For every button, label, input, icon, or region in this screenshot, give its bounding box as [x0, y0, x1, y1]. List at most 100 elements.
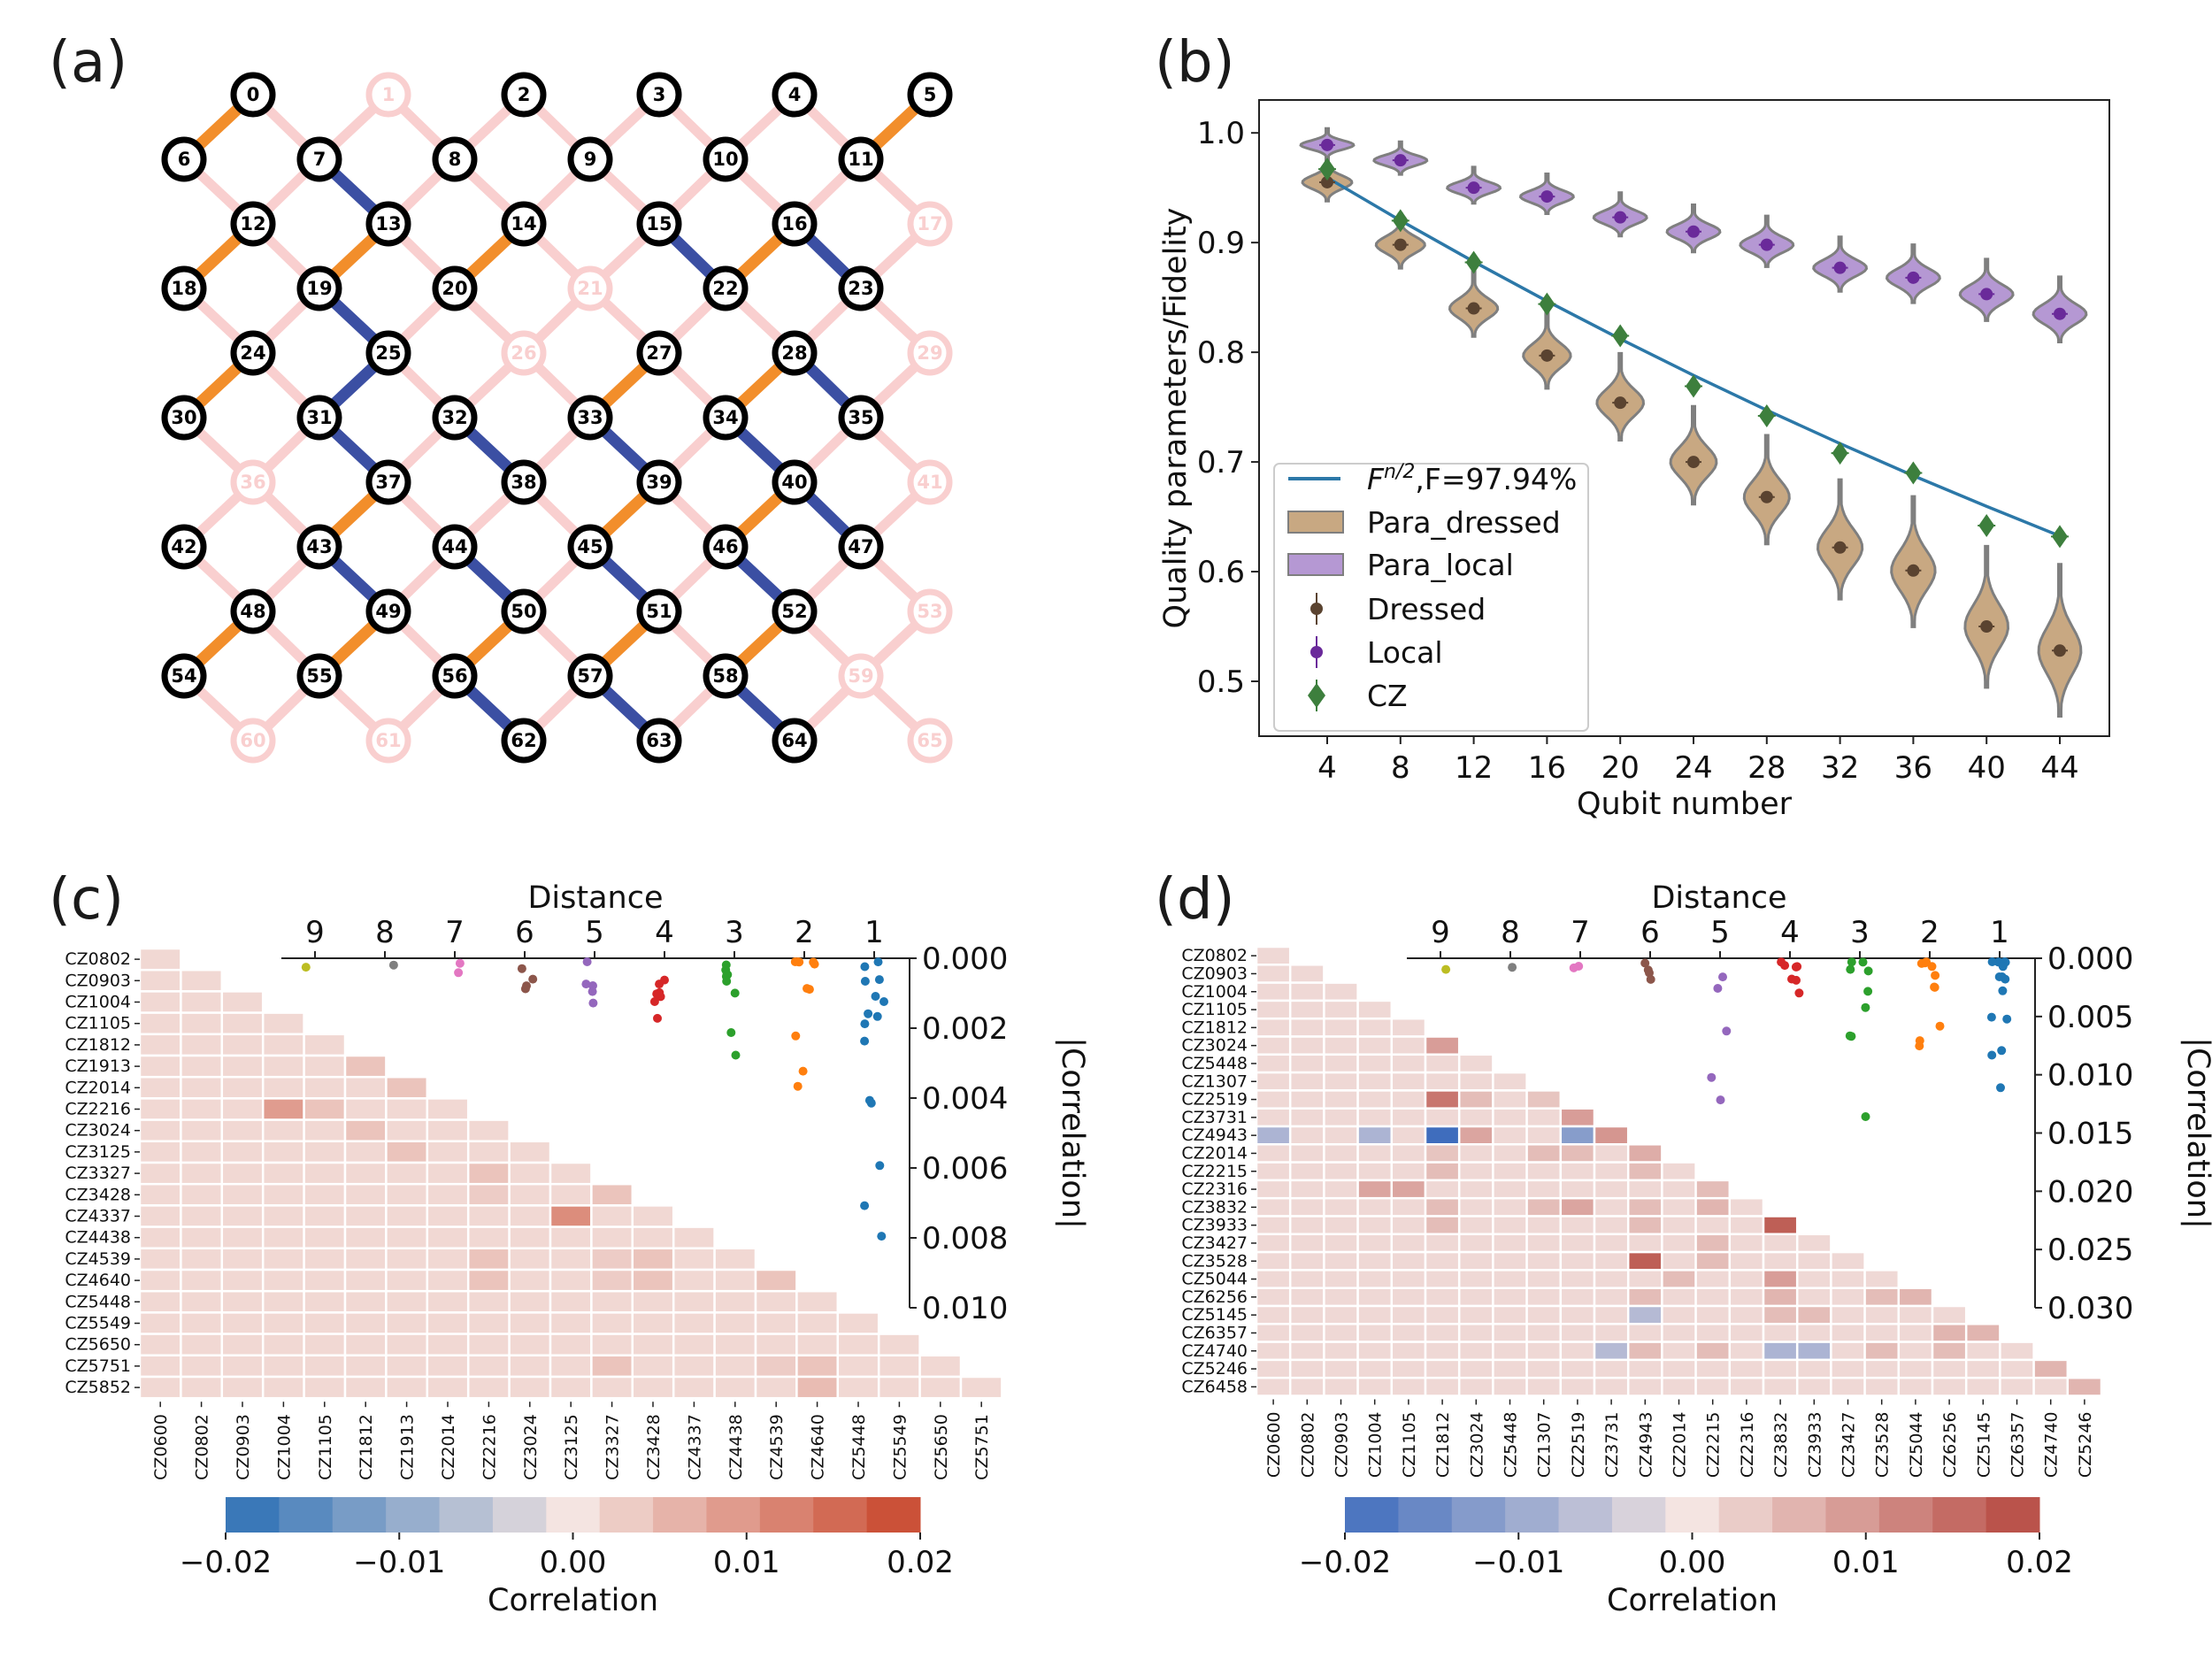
heatmap-cell	[1288, 1323, 1325, 1343]
heatmap-cell	[1897, 1323, 1934, 1343]
col-label: CZ5448	[1502, 1412, 1521, 1479]
qubit-circle	[703, 524, 749, 570]
heatmap-cell	[1424, 1358, 1461, 1379]
heatmap-cell	[1964, 1376, 2001, 1397]
col-label: CZ2014	[439, 1414, 458, 1480]
qubit-node: 37	[365, 459, 411, 505]
heatmap-cell	[1525, 1107, 1563, 1128]
local-point	[1760, 238, 1773, 251]
heatmap-cell	[1457, 1179, 1494, 1200]
qubit-node: 35	[838, 395, 884, 441]
inset-strip-point	[730, 988, 740, 998]
heatmap-cell	[343, 1247, 388, 1271]
heatmap-cell	[713, 1268, 757, 1293]
heatmap-cell	[138, 1289, 182, 1314]
dressed-point	[1394, 238, 1407, 251]
heatmap-cell	[1661, 1376, 1697, 1397]
row-label: CZ2519	[1181, 1090, 1248, 1110]
col-label: CZ1105	[316, 1414, 335, 1480]
inset-dist-label: 5	[585, 915, 604, 950]
inset-dist-label: 9	[1431, 915, 1450, 950]
heatmap-cell	[180, 1375, 224, 1400]
heatmap-cell	[1694, 1358, 1732, 1379]
heatmap-cell	[1999, 1358, 2035, 1379]
qubit-label: 1	[382, 84, 396, 105]
qubit-circle	[432, 265, 478, 311]
dressed-point	[1980, 620, 1993, 634]
heatmap-cell	[1356, 1287, 1394, 1308]
heatmap-cell	[1255, 1215, 1292, 1236]
heatmap-cell	[220, 1097, 265, 1121]
col-label: CZ3024	[1467, 1412, 1486, 1479]
heatmap-cell	[220, 1033, 265, 1057]
heatmap-cell	[385, 1225, 429, 1250]
qubit-node: 15	[636, 201, 682, 247]
inset-strip-point	[1915, 1036, 1924, 1046]
heatmap-cell	[1762, 1287, 1799, 1308]
heatmap-cell	[1492, 1179, 1528, 1200]
heatmap-cell	[1356, 1161, 1394, 1182]
qubit-circle	[703, 395, 749, 441]
local-point	[2054, 307, 2066, 320]
heatmap-cell	[713, 1247, 757, 1271]
inset-y-label: 0.002	[922, 1011, 1008, 1047]
heatmap-cell	[1525, 1179, 1563, 1200]
inset-dist-label: 7	[445, 915, 465, 950]
heatmap-cell	[1694, 1341, 1732, 1362]
heatmap-cell	[1795, 1323, 1832, 1343]
heatmap-cell	[1525, 1143, 1563, 1164]
heatmap-cell	[1492, 1287, 1528, 1308]
y-tick-label: 0.8	[1197, 335, 1245, 371]
heatmap-cell	[1255, 1196, 1292, 1218]
heatmap-cell	[1525, 1215, 1563, 1236]
colorbar-swatch	[492, 1497, 547, 1533]
heatmap-cell	[1457, 1287, 1494, 1308]
qubit-circle	[296, 265, 342, 311]
qubit-label: 6	[178, 149, 191, 170]
inset-strip-point	[1718, 972, 1727, 982]
heatmap-cell	[1525, 1358, 1563, 1379]
heatmap-cell	[590, 1268, 634, 1293]
heatmap-cell	[1288, 1053, 1325, 1074]
inset-strip-point	[860, 962, 870, 972]
heatmap-cell	[220, 1289, 265, 1314]
y-tick-label: 1.0	[1197, 116, 1245, 151]
heatmap-cell	[1288, 1179, 1325, 1200]
x-tick-label: 40	[1968, 750, 2006, 786]
qubit-node: 43	[296, 524, 342, 570]
heatmap-cell	[303, 1311, 347, 1335]
heatmap-cell	[1457, 1071, 1494, 1092]
heatmap-cell	[220, 1140, 265, 1164]
x-tick-label: 16	[1528, 750, 1566, 786]
heatmap-cell	[1626, 1250, 1663, 1271]
inset-strip-point	[660, 975, 669, 985]
qubit-node: 64	[772, 718, 818, 764]
heatmap-cell	[466, 1204, 511, 1228]
heatmap-cell	[1288, 981, 1325, 1003]
heatmap-cell	[713, 1375, 757, 1400]
heatmap-cell	[1559, 1358, 1596, 1379]
heatmap-cell	[836, 1375, 880, 1400]
heatmap-cell	[549, 1333, 593, 1357]
heatmap-cell	[1424, 1161, 1461, 1182]
qubit-label: 12	[240, 213, 265, 234]
inset-strip-point	[726, 1028, 736, 1037]
qubit-label: 0	[247, 84, 260, 105]
x-tick-label: 36	[1894, 750, 1932, 786]
inset-strip-point	[873, 957, 883, 967]
heatmap-cell	[1492, 1358, 1528, 1379]
row-label: CZ3125	[65, 1142, 131, 1162]
row-label: CZ1105	[65, 1014, 131, 1033]
inset-dist-label: 4	[655, 915, 674, 950]
panel-label-a: (a)	[49, 30, 127, 96]
qubit-node: 3	[636, 72, 682, 118]
qubit-label: 37	[375, 472, 401, 493]
heatmap-cell	[180, 1033, 224, 1057]
col-label: CZ4337	[685, 1414, 704, 1480]
heatmap-cell	[1288, 1107, 1325, 1128]
inset-dist-label: 1	[1990, 915, 2009, 950]
heatmap-cell	[631, 1225, 675, 1250]
qubit-label: 40	[781, 472, 807, 493]
colorbar-swatch	[1451, 1497, 1506, 1533]
local-point	[1687, 225, 1700, 238]
